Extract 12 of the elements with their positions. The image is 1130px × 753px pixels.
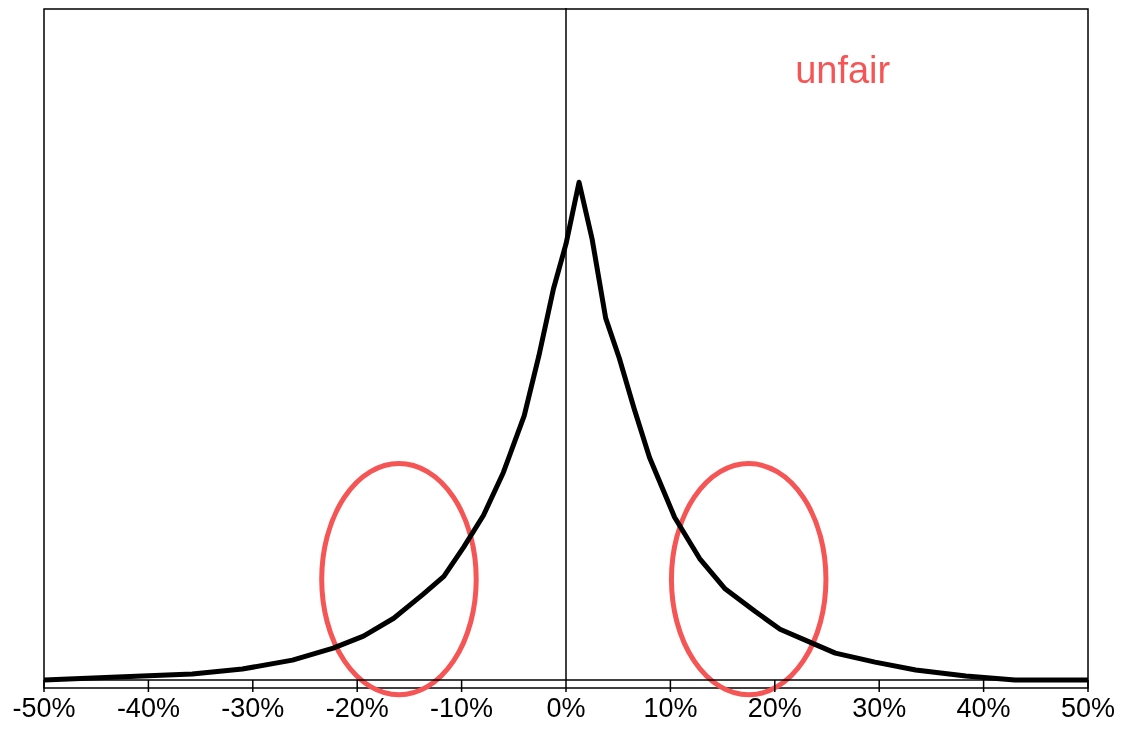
- x-tick-label: 50%: [1060, 693, 1116, 724]
- x-tick-label: -20%: [325, 693, 389, 724]
- x-tick-label: -50%: [12, 693, 76, 724]
- x-tick-label: -30%: [221, 693, 285, 724]
- x-tick-label: 10%: [643, 693, 698, 724]
- x-tick-label: -40%: [116, 693, 180, 724]
- text: unfair: [795, 49, 891, 91]
- x-tick-label: -10%: [430, 693, 494, 724]
- x-tick-label: 20%: [747, 693, 802, 724]
- x-tick-label: 0%: [546, 693, 586, 724]
- x-tick-label: 30%: [852, 693, 907, 724]
- x-tick-label: 40%: [956, 693, 1011, 724]
